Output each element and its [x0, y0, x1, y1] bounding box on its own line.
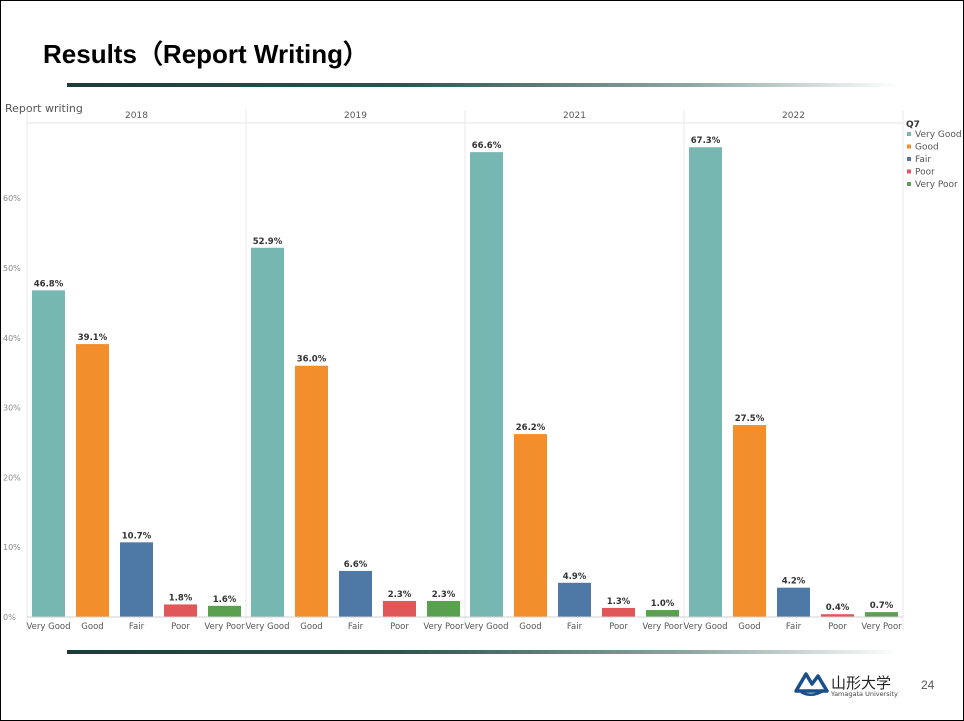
category-label: Good	[300, 622, 322, 632]
bar	[208, 605, 241, 617]
bar-value-label: 6.6%	[344, 560, 368, 570]
y-tick-label: 30%	[3, 404, 21, 413]
category-label: Very Poor	[642, 622, 683, 632]
bar	[558, 582, 591, 617]
bar-value-label: 0.4%	[826, 603, 850, 613]
bar-chart: Report writing 0% 10% 20% 30% 40% 50% 60% 2018 4…	[3, 102, 962, 632]
bar	[383, 600, 416, 617]
logo-text-jp: 山形大学	[831, 674, 892, 692]
bar-value-label: 2.3%	[388, 590, 412, 600]
bar-value-label: 4.2%	[782, 577, 806, 587]
category-label: Very Good	[684, 622, 728, 632]
y-tick-label: 50%	[3, 264, 21, 273]
y-tick-label: 60%	[3, 194, 21, 203]
category-label: Poor	[171, 622, 190, 632]
page-number: 24	[921, 678, 935, 692]
bar	[251, 247, 284, 617]
category-label: Poor	[390, 622, 409, 632]
bar-value-label: 1.0%	[651, 599, 675, 609]
category-label: Very Good	[465, 622, 509, 632]
bar	[602, 607, 635, 617]
bar-value-label: 4.9%	[563, 572, 587, 582]
chart-container: Report writing 0% 10% 20% 30% 40% 50% 60% 2018 4…	[1, 96, 963, 641]
footer-divider	[67, 650, 899, 654]
category-label: Poor	[609, 622, 628, 632]
category-label: Fair	[348, 622, 364, 632]
university-logo-icon	[794, 672, 829, 696]
category-label: Fair	[129, 622, 145, 632]
y-tick-label: 20%	[3, 473, 21, 482]
category-label: Fair	[567, 622, 583, 632]
bar-value-label: 39.1%	[78, 333, 108, 343]
panel-year-label: 2021	[563, 111, 586, 121]
bar	[339, 570, 372, 617]
category-label: Very Poor	[423, 622, 464, 632]
panel-year-label: 2019	[344, 111, 367, 121]
bar	[646, 610, 679, 617]
bar-value-label: 1.6%	[213, 595, 237, 605]
legend-label: Poor	[915, 168, 935, 178]
category-label: Good	[81, 622, 103, 632]
bar-value-label: 66.6%	[472, 141, 502, 151]
category-label: Very Poor	[204, 622, 245, 632]
bar-value-label: 1.8%	[169, 593, 193, 603]
legend-swatch	[907, 169, 911, 174]
legend-label: Good	[915, 143, 939, 153]
legend-label: Very Good	[915, 130, 962, 140]
bar	[295, 365, 328, 617]
legend-title: Q7	[906, 120, 920, 130]
panel-year-label: 2018	[125, 111, 148, 121]
bar-value-label: 36.0%	[297, 355, 327, 365]
bar	[120, 542, 153, 617]
category-label: Very Good	[246, 622, 290, 632]
slide-title: Results（Report Writing）	[43, 39, 369, 69]
bar	[427, 600, 460, 617]
category-label: Poor	[828, 622, 847, 632]
logo-text-en: Yamagata University	[831, 690, 898, 698]
bar-value-label: 27.5%	[735, 414, 765, 424]
bar-value-label: 26.2%	[516, 423, 546, 433]
bar	[689, 147, 722, 617]
university-logo: 山形大学 Yamagata University	[793, 669, 903, 703]
bar-value-label: 1.3%	[607, 597, 631, 607]
chart-title: Report writing	[5, 102, 83, 115]
y-tick-label: 0%	[3, 613, 16, 622]
bar	[733, 425, 766, 617]
category-label: Good	[519, 622, 541, 632]
legend-swatch	[907, 182, 911, 186]
bar	[164, 604, 197, 617]
legend-label: Fair	[915, 155, 931, 165]
category-label: Fair	[786, 622, 802, 632]
bar	[32, 290, 65, 617]
bar-value-label: 10.7%	[122, 531, 152, 541]
y-tick-label: 40%	[3, 334, 21, 343]
title-divider	[67, 83, 899, 87]
panel-year-label: 2022	[782, 111, 805, 121]
bar-value-label: 0.7%	[870, 601, 894, 611]
bar	[470, 152, 503, 617]
bar	[821, 614, 854, 617]
legend-swatch	[907, 144, 911, 149]
legend-swatch	[907, 157, 911, 161]
y-tick-label: 10%	[3, 543, 21, 552]
category-label: Good	[738, 622, 760, 632]
bar	[865, 612, 898, 617]
bar-value-label: 52.9%	[253, 237, 283, 247]
category-label: Very Good	[27, 622, 71, 632]
category-label: Very Poor	[861, 622, 902, 632]
bar-value-label: 67.3%	[691, 136, 721, 146]
bar-value-label: 2.3%	[432, 590, 456, 600]
legend-swatch	[907, 132, 911, 136]
legend-label: Very Poor	[915, 180, 958, 190]
bar	[514, 434, 547, 617]
bar	[777, 587, 810, 617]
bar-value-label: 46.8%	[34, 279, 64, 289]
bar	[76, 344, 109, 617]
